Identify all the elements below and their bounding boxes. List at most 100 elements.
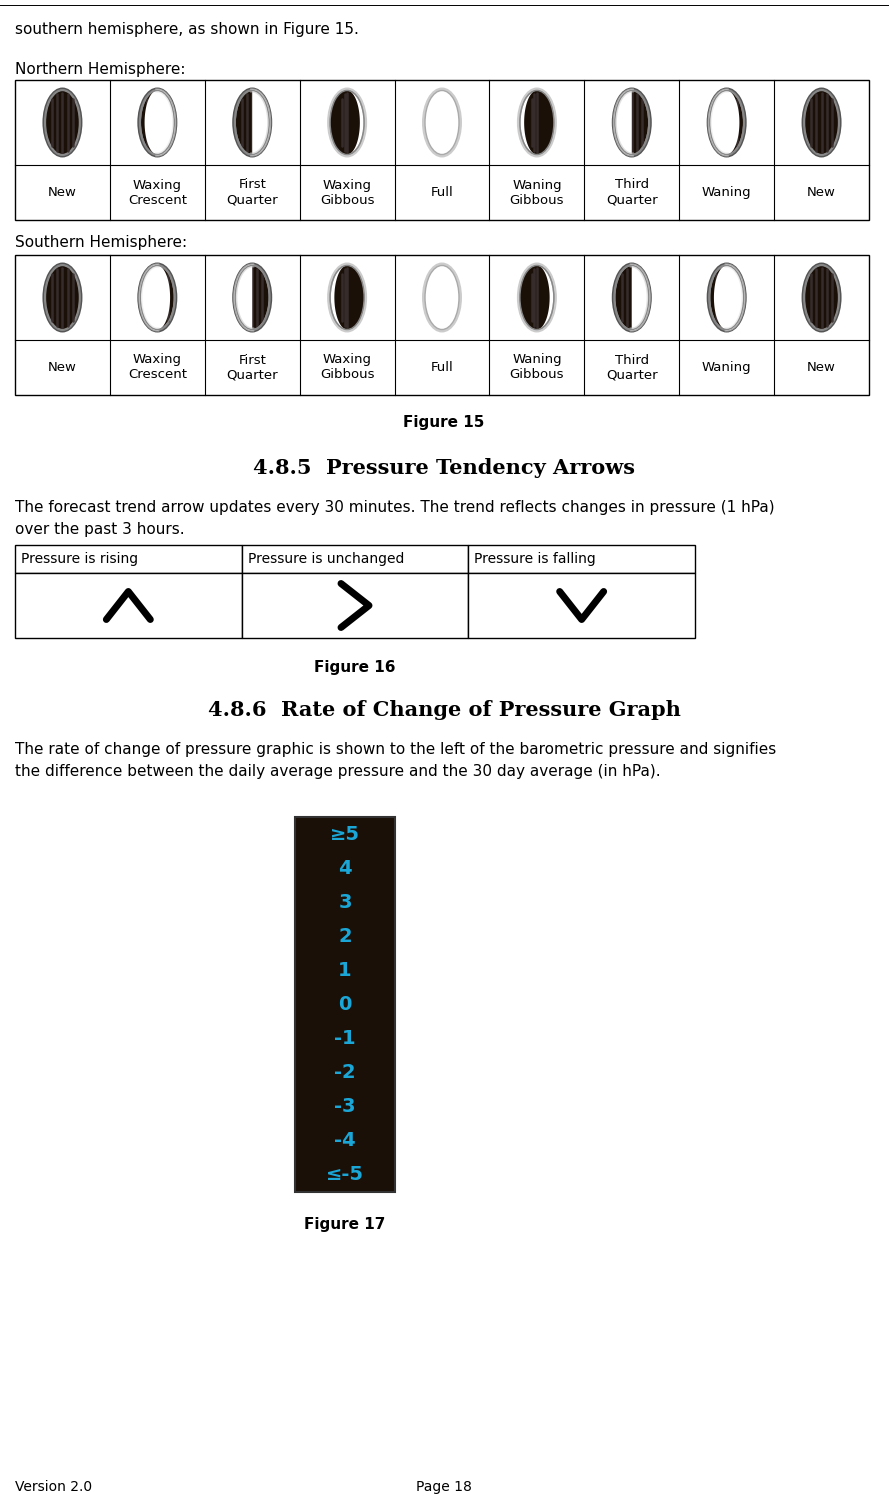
Ellipse shape (612, 87, 652, 157)
Text: 4.8.5  Pressure Tendency Arrows: 4.8.5 Pressure Tendency Arrows (253, 458, 635, 478)
Text: 3: 3 (338, 893, 352, 912)
Ellipse shape (234, 88, 271, 156)
Text: -1: -1 (334, 1029, 356, 1049)
Ellipse shape (709, 265, 744, 330)
Text: Figure 16: Figure 16 (314, 661, 396, 676)
Bar (15, 574, 242, 638)
Ellipse shape (613, 88, 650, 156)
Ellipse shape (517, 262, 557, 333)
Text: Waning
Gibbous: Waning Gibbous (509, 178, 565, 207)
Text: Version 2.0: Version 2.0 (15, 1480, 92, 1494)
Ellipse shape (612, 262, 652, 333)
Text: Waning
Gibbous: Waning Gibbous (509, 354, 565, 382)
Polygon shape (145, 90, 174, 154)
Text: Pressure is unchanged: Pressure is unchanged (248, 551, 404, 566)
Polygon shape (330, 90, 360, 154)
Text: Pressure is falling: Pressure is falling (475, 551, 597, 566)
Ellipse shape (520, 90, 554, 154)
Ellipse shape (615, 265, 649, 330)
Text: Waning: Waning (701, 361, 751, 374)
Text: Northern Hemisphere:: Northern Hemisphere: (15, 61, 186, 76)
Text: Full: Full (430, 186, 453, 199)
Ellipse shape (805, 265, 838, 330)
Bar (242, 545, 469, 574)
Polygon shape (520, 265, 549, 330)
Ellipse shape (140, 265, 174, 330)
Ellipse shape (707, 87, 747, 157)
Text: Waxing
Gibbous: Waxing Gibbous (320, 178, 374, 207)
Ellipse shape (805, 90, 838, 154)
Text: Waxing
Crescent: Waxing Crescent (128, 354, 187, 382)
Text: Figure 15: Figure 15 (404, 415, 485, 430)
Text: -2: -2 (334, 1064, 356, 1082)
Ellipse shape (613, 264, 650, 331)
Ellipse shape (709, 264, 745, 331)
Ellipse shape (43, 262, 83, 333)
Bar (15, 545, 242, 574)
Ellipse shape (803, 88, 840, 156)
Bar (15, 79, 869, 220)
Ellipse shape (707, 262, 747, 333)
Ellipse shape (137, 87, 177, 157)
Bar (15, 255, 869, 395)
Text: New: New (48, 361, 76, 374)
Polygon shape (615, 90, 632, 154)
Ellipse shape (44, 88, 81, 156)
Bar (469, 545, 695, 574)
Polygon shape (632, 265, 649, 330)
Text: Third
Quarter: Third Quarter (606, 178, 658, 207)
Ellipse shape (139, 264, 176, 331)
Ellipse shape (425, 90, 459, 154)
Text: The forecast trend arrow updates every 30 minutes. The trend reflects changes in: The forecast trend arrow updates every 3… (15, 500, 774, 515)
Ellipse shape (802, 262, 842, 333)
Ellipse shape (140, 90, 174, 154)
Ellipse shape (330, 265, 364, 330)
Ellipse shape (327, 87, 367, 157)
Text: Southern Hemisphere:: Southern Hemisphere: (15, 235, 187, 250)
Text: New: New (807, 361, 836, 374)
Text: New: New (48, 186, 76, 199)
Polygon shape (714, 265, 744, 330)
Text: the difference between the daily average pressure and the 30 day average (in hPa: the difference between the daily average… (15, 764, 661, 779)
Ellipse shape (232, 262, 272, 333)
Ellipse shape (803, 264, 840, 331)
Text: Pressure is rising: Pressure is rising (21, 551, 138, 566)
Text: -4: -4 (334, 1131, 356, 1150)
Text: 4: 4 (338, 858, 352, 878)
Text: 2: 2 (338, 927, 352, 945)
Text: Figure 17: Figure 17 (304, 1216, 386, 1231)
Bar (295, 816, 395, 1192)
Text: First
Quarter: First Quarter (227, 354, 278, 382)
Ellipse shape (43, 87, 83, 157)
Ellipse shape (422, 87, 462, 157)
Ellipse shape (327, 262, 367, 333)
Polygon shape (140, 265, 170, 330)
Text: Third
Quarter: Third Quarter (606, 354, 658, 382)
Ellipse shape (709, 88, 745, 156)
Text: Waxing
Gibbous: Waxing Gibbous (320, 354, 374, 382)
Text: 0: 0 (339, 995, 352, 1014)
Ellipse shape (44, 264, 81, 331)
Ellipse shape (139, 88, 176, 156)
Ellipse shape (517, 87, 557, 157)
Text: Waning: Waning (701, 186, 751, 199)
Text: The rate of change of pressure graphic is shown to the left of the barometric pr: The rate of change of pressure graphic i… (15, 742, 776, 756)
Ellipse shape (615, 90, 649, 154)
Ellipse shape (45, 90, 79, 154)
Text: First
Quarter: First Quarter (227, 178, 278, 207)
Polygon shape (709, 90, 740, 154)
Text: 4.8.6  Rate of Change of Pressure Graph: 4.8.6 Rate of Change of Pressure Graph (207, 700, 680, 721)
Text: ≥5: ≥5 (330, 824, 360, 843)
Text: 1: 1 (338, 960, 352, 980)
Text: ≤-5: ≤-5 (326, 1165, 364, 1185)
Ellipse shape (330, 90, 364, 154)
Ellipse shape (236, 90, 269, 154)
Ellipse shape (45, 265, 79, 330)
Text: Full: Full (430, 361, 453, 374)
Ellipse shape (137, 262, 177, 333)
Ellipse shape (236, 265, 269, 330)
Ellipse shape (234, 264, 271, 331)
Text: New: New (807, 186, 836, 199)
Polygon shape (252, 90, 269, 154)
Ellipse shape (425, 265, 459, 330)
